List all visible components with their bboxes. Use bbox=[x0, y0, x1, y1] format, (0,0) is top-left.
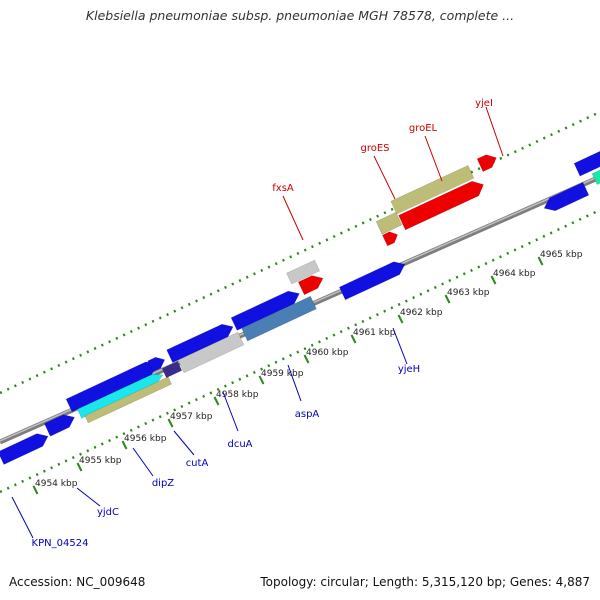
lower-gene-label: dcuA bbox=[227, 439, 252, 450]
lower-gene-label: dipZ bbox=[152, 478, 174, 489]
upper-gene-label: yjeI bbox=[475, 98, 493, 109]
map-title: Klebsiella pneumoniae subsp. pneumoniae … bbox=[85, 8, 515, 23]
accession-text: Accession: NC_009648 bbox=[9, 575, 146, 589]
gene-arrow bbox=[44, 414, 75, 437]
gene-arrow bbox=[398, 180, 484, 231]
kbp-ticks: 4954 kbp 4955 kbp 4956 kbp 4957 kbp 4958 kbp… bbox=[32, 250, 583, 495]
upper-gene-label: groEL bbox=[409, 123, 438, 134]
kbp-tick-label: 4958 kbp bbox=[216, 390, 259, 400]
gene-arrow bbox=[297, 275, 324, 296]
lower-gene-label-leader-line bbox=[392, 327, 408, 365]
gene-arrow bbox=[390, 165, 475, 215]
upper-gene-label-leader-line bbox=[424, 135, 443, 182]
upper-gene-label-leader-line bbox=[373, 155, 396, 200]
kbp-tick-mark bbox=[303, 354, 310, 364]
kbp-tick-mark bbox=[258, 375, 265, 385]
gene-arrow bbox=[147, 356, 166, 373]
kbp-tick-label: 4964 kbp bbox=[493, 269, 536, 279]
gene-arrow bbox=[286, 259, 321, 285]
lower-gene-label: yjdC bbox=[97, 507, 119, 518]
kbp-tick-mark bbox=[121, 440, 128, 450]
gene-arrow bbox=[339, 261, 406, 301]
kbp-tick-label: 4960 kbp bbox=[306, 348, 349, 358]
lower-gene-label-leader-line bbox=[222, 391, 239, 432]
kbp-tick-label: 4954 kbp bbox=[35, 479, 78, 489]
gene-arrow bbox=[543, 182, 590, 212]
kbp-tick-mark bbox=[167, 418, 174, 428]
lower-gene-label: KPN_04524 bbox=[32, 538, 89, 549]
kbp-tick-label: 4959 kbp bbox=[261, 369, 304, 379]
lower-gene-label-leader-line bbox=[287, 364, 302, 402]
kbp-tick-mark bbox=[213, 396, 220, 406]
gene-arrow bbox=[84, 376, 172, 424]
gene-arrow bbox=[230, 290, 300, 331]
topology-text: Topology: circular; Length: 5,315,120 bp… bbox=[260, 575, 590, 589]
gene-arrow bbox=[177, 331, 245, 374]
gene-arrow bbox=[77, 373, 164, 419]
kbp-tick-label: 4957 kbp bbox=[170, 412, 213, 422]
kbp-tick-mark bbox=[537, 256, 544, 266]
kbp-tick-mark bbox=[76, 462, 83, 472]
inner-tick-ring bbox=[0, 208, 600, 494]
lower-gene-label-leader-line bbox=[76, 487, 101, 507]
kbp-tick-mark bbox=[397, 314, 404, 324]
kbp-tick-mark bbox=[350, 334, 357, 344]
kbp-tick-mark bbox=[490, 275, 497, 285]
gene-arrow bbox=[0, 433, 49, 465]
gene-arrow bbox=[161, 361, 183, 379]
gene-arrow bbox=[476, 154, 497, 172]
lower-gene-label-leader-line bbox=[132, 447, 154, 477]
gene-arrow bbox=[375, 211, 403, 235]
upper-gene-label-leader-line bbox=[282, 195, 304, 241]
gene-features bbox=[0, 150, 600, 465]
gene-arrow bbox=[382, 231, 398, 247]
gene-arrow bbox=[591, 169, 600, 185]
lower-gene-label-leader-line bbox=[173, 430, 195, 456]
kbp-tick-label: 4961 kbp bbox=[353, 328, 396, 338]
upper-gene-label: fxsA bbox=[272, 183, 294, 194]
gene-labels: fxsA groES groEL yjeI KPN_04524 yjdC dipZ cutA d… bbox=[11, 98, 504, 549]
upper-gene-label: groES bbox=[360, 143, 389, 154]
gene-arrow bbox=[241, 295, 317, 342]
kbp-tick-label: 4963 kbp bbox=[447, 288, 490, 298]
lower-gene-label-leader-line bbox=[11, 496, 34, 539]
kbp-tick-label: 4956 kbp bbox=[124, 434, 167, 444]
upper-gene-label-leader-line bbox=[485, 106, 504, 157]
gene-arrow bbox=[573, 150, 600, 177]
kbp-tick-label: 4962 kbp bbox=[400, 308, 443, 318]
kbp-tick-mark bbox=[32, 485, 39, 495]
lower-gene-label: cutA bbox=[186, 458, 209, 469]
gene-arrow bbox=[166, 323, 234, 363]
lower-gene-label: yjeH bbox=[398, 364, 420, 375]
kbp-tick-mark bbox=[444, 294, 451, 304]
outer-tick-ring bbox=[0, 110, 600, 395]
kbp-tick-label: 4955 kbp bbox=[79, 456, 122, 466]
lower-gene-label: aspA bbox=[295, 409, 320, 420]
kbp-tick-label: 4965 kbp bbox=[540, 250, 583, 260]
